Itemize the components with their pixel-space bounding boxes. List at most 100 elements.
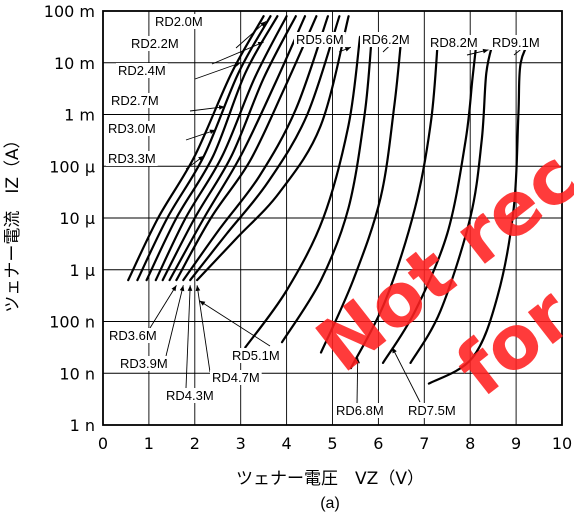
label-backdrop: [360, 32, 412, 47]
plot-frame: [102, 10, 563, 426]
leader-line: [196, 285, 211, 373]
leader-arrowhead: [179, 285, 185, 292]
curve-rd2-0m: [127, 15, 265, 282]
curve-label: RD8.2M: [430, 35, 478, 50]
y-axis-title: ツェナー電流 IZ（A）: [3, 131, 23, 312]
x-tick-label: 6: [373, 434, 383, 453]
x-tick-labels: 0 1 2 3 4 5 6 7 8 9 10: [98, 434, 572, 453]
label-backdrop: [490, 35, 542, 50]
label-backdrop: [428, 35, 480, 50]
label-backdrop: [153, 14, 205, 29]
curve-label: RD9.1M: [492, 35, 540, 50]
leader-arrowhead: [209, 129, 216, 135]
leader-line: [149, 285, 177, 329]
label-backdrop: [116, 63, 168, 78]
y-tick-label: 10 μ: [59, 209, 95, 228]
curve-label: RD2.2M: [131, 36, 179, 51]
leader-line: [189, 106, 225, 112]
curve-rd3-9m: [182, 15, 329, 282]
leader-line: [165, 285, 184, 357]
curve-rd7-5m: [381, 35, 479, 364]
curve-label: RD5.1M: [232, 348, 280, 363]
curve-label: RD3.6M: [109, 328, 157, 343]
curve-rd2-7m: [154, 15, 288, 282]
y-tick-label: 100 μ: [49, 157, 95, 176]
leader-arrowhead: [482, 48, 489, 54]
curve-rd6-2m: [319, 35, 403, 354]
curve-rd4-3m: [189, 15, 341, 282]
curve-label: RD6.2M: [362, 32, 410, 47]
curve-label: RD6.8M: [336, 403, 384, 418]
figure-caption: (a): [320, 495, 340, 512]
y-tick-label: 100 n: [49, 313, 95, 332]
label-backdrop: [210, 370, 262, 385]
y-tick-label: 1 n: [70, 416, 95, 435]
leader-arrowhead: [195, 285, 201, 292]
curve-label: RD3.3M: [108, 151, 156, 166]
curve-rd6-8m: [349, 35, 440, 370]
label-backdrop: [230, 348, 282, 363]
curve-rd2-4m: [145, 15, 279, 282]
leader-line: [391, 347, 421, 403]
x-axis-title: ツェナー電圧 VZ（V）: [236, 469, 424, 489]
leader-arrowhead: [260, 21, 266, 27]
leader-arrowhead: [198, 155, 204, 162]
curve-rd5-1m: [244, 35, 362, 349]
y-tick-labels: 1 n 10 n 100 n 1 μ 10 μ 100 μ 1 m 10 m 100 m: [44, 2, 95, 435]
x-tick-label: 10: [552, 434, 572, 453]
leader-line: [211, 41, 264, 65]
curve-group: [127, 15, 534, 385]
x-tick-label: 3: [236, 434, 246, 453]
leader-arrowhead: [218, 105, 225, 110]
curve-rd8-2m: [409, 40, 495, 364]
label-backdrop: [334, 403, 386, 418]
curve-rd5-6m: [280, 38, 373, 344]
label-backdrop: [406, 403, 458, 418]
leader-arrowhead: [187, 285, 193, 291]
label-backdrop: [106, 121, 158, 136]
x-tick-label: 4: [282, 434, 292, 453]
curve-rd3-3m: [168, 15, 307, 282]
x-tick-label: 9: [511, 434, 521, 453]
y-tick-label: 1 m: [64, 106, 95, 125]
label-backdrop: [118, 356, 170, 371]
x-tick-label: 2: [190, 434, 200, 453]
curve-rd2-2m: [136, 15, 272, 282]
label-backdrop: [294, 32, 346, 47]
x-tick-label: 5: [327, 434, 337, 453]
label-backdrop: [164, 388, 216, 403]
label-backdrop: [106, 151, 158, 166]
x-tick-label: 1: [144, 434, 154, 453]
curve-rd9-1m: [427, 35, 534, 385]
curve-label: RD7.5M: [408, 403, 456, 418]
leader-arrowhead: [199, 300, 206, 306]
curve-labels: RD2.0M RD2.2M RD2.4M RD2.7M RD3.0M RD3.3M RD3.…: [106, 14, 542, 418]
x-tick-label: 0: [98, 434, 108, 453]
leader-line: [356, 357, 359, 405]
label-backdrop: [107, 328, 159, 343]
x-tick-label: 7: [419, 434, 429, 453]
curve-label: RD2.7M: [111, 93, 159, 108]
leader-line: [199, 300, 271, 347]
leader-line: [235, 21, 267, 49]
curve-label: RD3.0M: [108, 121, 156, 136]
y-tick-label: 10 m: [54, 54, 95, 73]
label-backdrop: [109, 93, 161, 108]
label-backdrop: [129, 36, 181, 51]
y-tick-label: 100 m: [44, 2, 95, 21]
y-tick-label: 10 n: [59, 364, 95, 383]
grid-lines: [103, 11, 562, 425]
leader-arrowhead: [257, 42, 264, 47]
leader-arrowhead: [344, 47, 351, 52]
leader-line: [185, 285, 191, 389]
leader-arrowhead: [392, 347, 397, 354]
leader-line: [194, 62, 241, 80]
x-tick-label: 8: [465, 434, 475, 453]
leader-arrowhead: [234, 62, 241, 67]
curve-rd3-6m: [175, 15, 318, 282]
curve-rd3-0m: [161, 15, 297, 282]
leader-arrowhead: [355, 357, 360, 364]
curve-label: RD5.6M: [296, 32, 344, 47]
curve-label: RD4.3M: [166, 388, 214, 403]
